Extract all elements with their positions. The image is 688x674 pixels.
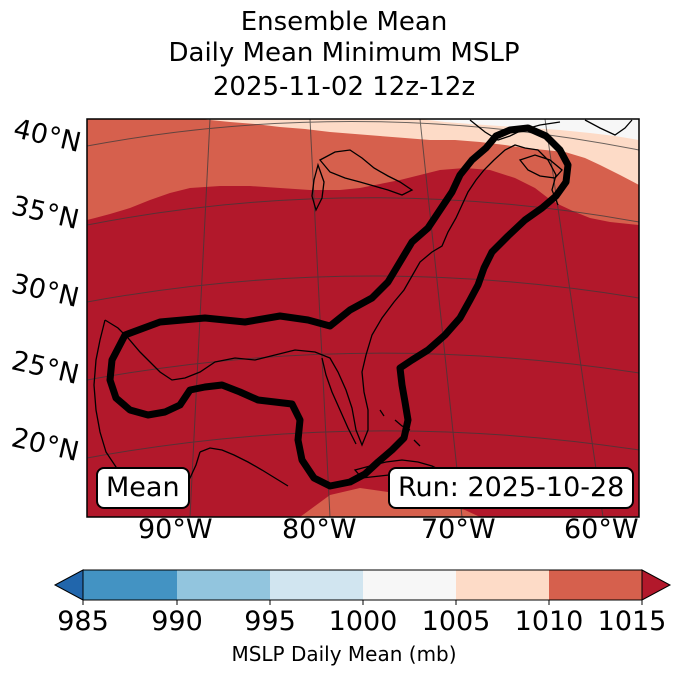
colorbar-tick-1015: 1015 [597,606,667,637]
title-line-3: 2025-11-02 12z-12z [212,72,476,102]
run-date-box: Run: 2025-10-28 [388,467,635,509]
lon-label-80w: 80°W [282,514,357,545]
coastline-yucatan [199,447,289,487]
colorbar-label: MSLP Daily Mean (mb) [231,642,457,666]
title-line-2: Daily Mean Minimum MSLP [168,38,520,68]
coastline-great-lakes [318,149,414,196]
lon-label-60w: 60°W [564,514,639,545]
map-frame [86,118,640,518]
colorbar-tick-990: 990 [151,606,203,637]
colorbar-under-arrow [53,569,84,601]
colorbar-tick-1010: 1010 [514,606,584,637]
colorbar-bin-990-995 [177,570,270,600]
coastline-lake-michigan [311,162,325,212]
parallel-30 [87,275,639,303]
coastline-canada-north [469,119,561,141]
threshold-outline [106,124,572,490]
pressure-field [87,119,639,517]
colorbar-tick-marks [82,600,643,605]
colorbar-tick-1000: 1000 [328,606,398,637]
field-band-1005 [200,119,639,185]
meridian-60 [544,119,604,517]
lon-label-90w: 90°W [138,514,213,545]
coastline-newfoundland [584,119,633,136]
colorbar-bin-1005-1010 [456,570,549,600]
parallel-40 [87,121,639,151]
graticule [87,119,639,517]
mean-label-box: Mean [96,467,190,509]
colorbar-tick-1005: 1005 [421,606,491,637]
coastline-gulf-east [104,144,559,447]
colorbar-bin-1000-1005 [363,570,456,600]
colorbar-over-arrow [641,569,672,601]
colorbar-bin-995-1000 [270,570,363,600]
colorbar [53,569,672,605]
meridian-70 [419,119,463,517]
lon-label-70w: 70°W [421,514,496,545]
parallel-35 [87,197,639,226]
coastline-nova-scotia [518,154,563,179]
field-patch-west [87,119,112,188]
parallel-20 [87,430,639,459]
colorbar-tick-995: 995 [244,606,296,637]
colorbar-tick-985: 985 [57,606,109,637]
colorbar-bin-1010-1015 [549,570,642,600]
parallel-25 [87,352,639,381]
colorbar-bin-985-990 [83,570,177,600]
coastline-florida-west [321,357,357,445]
field-band-1010 [87,119,639,225]
title-line-1: Ensemble Mean [240,7,448,37]
